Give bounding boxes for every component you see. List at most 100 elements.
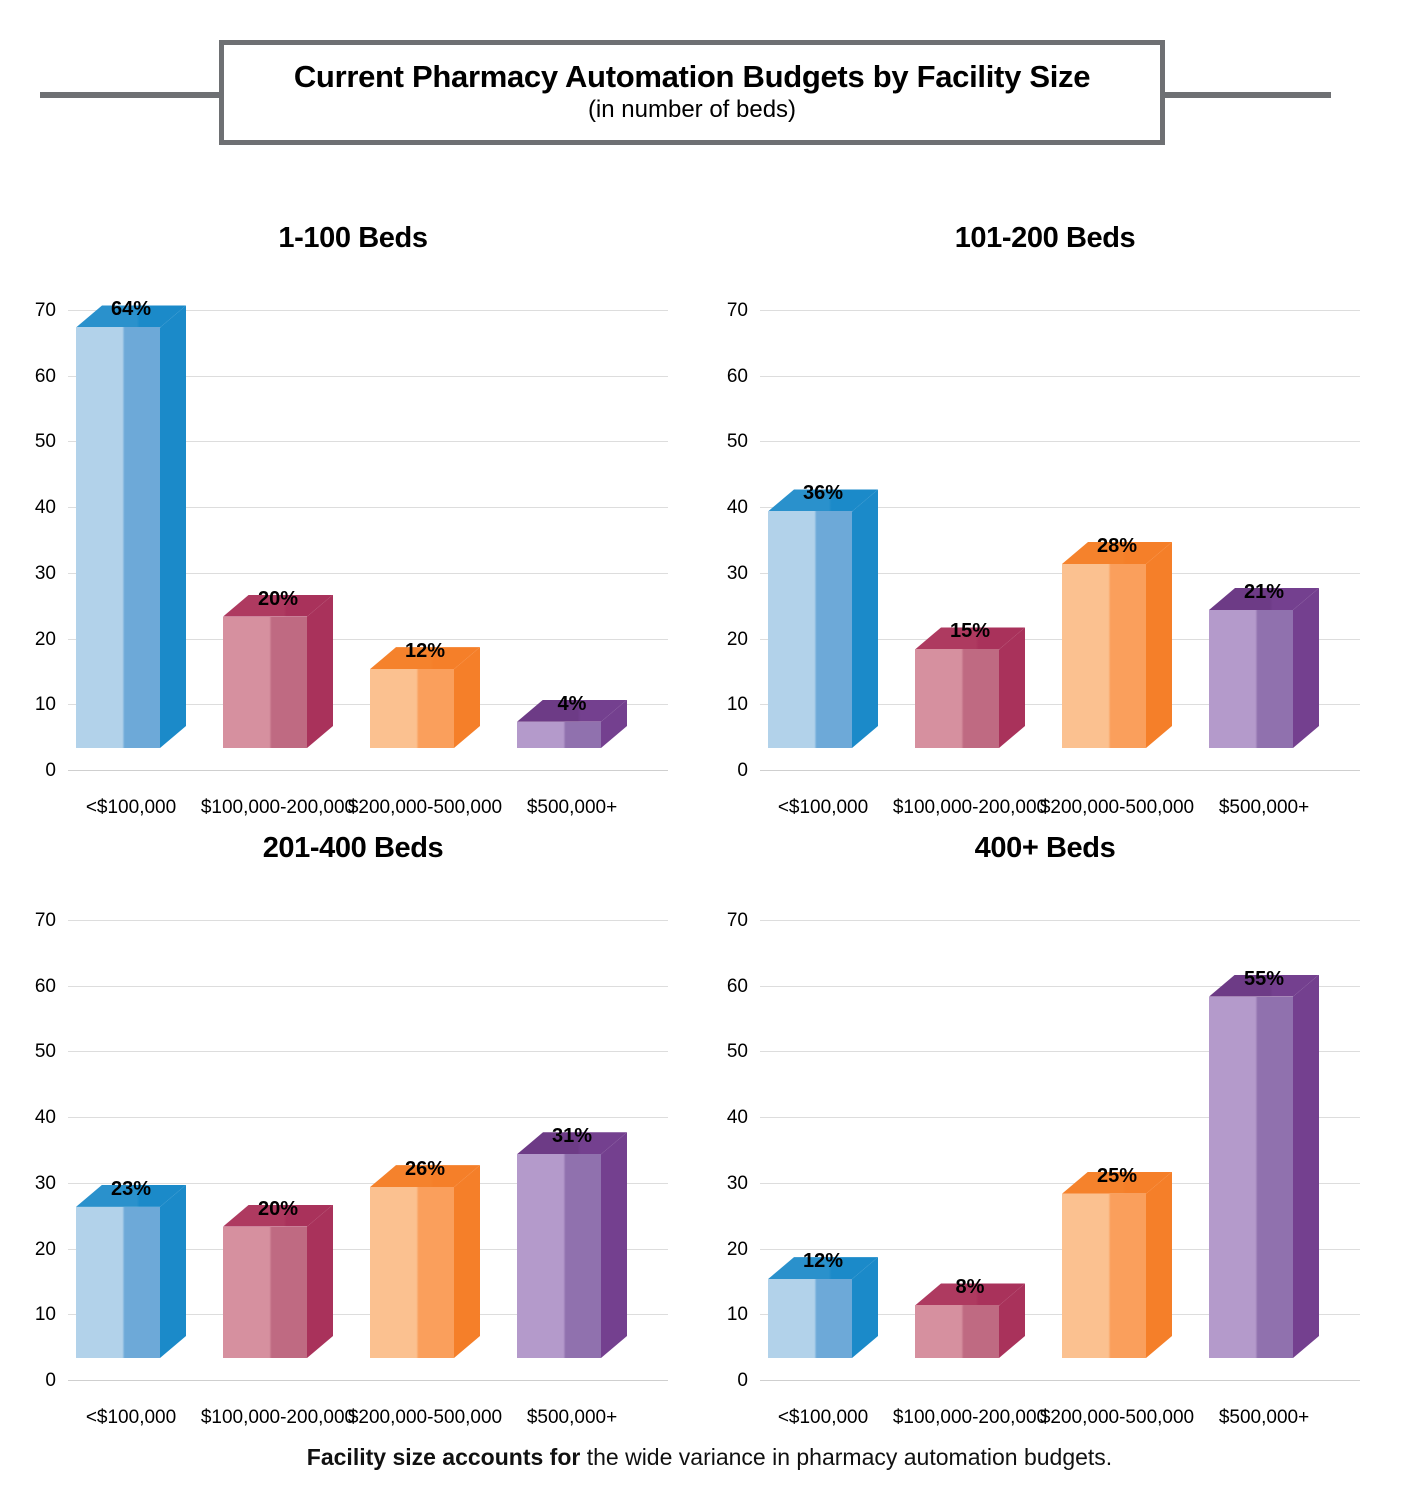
- header-band: Current Pharmacy Automation Budgets by F…: [0, 40, 1419, 145]
- bar-top-face: [370, 1165, 480, 1188]
- gridline: [760, 1314, 1360, 1316]
- chart-panel-0: 1-100 Beds 70 60 50 40 30 20 10 0 64% 20% 12% 4% <$10…: [8, 200, 698, 817]
- bar-3d[interactable]: [1209, 588, 1319, 748]
- bar-front-face: [1209, 996, 1293, 1358]
- y-axis-tick-label: 10: [726, 1304, 748, 1326]
- bar-front-face: [1062, 1193, 1146, 1358]
- bar-3d[interactable]: [76, 305, 186, 748]
- bar-side-face: [454, 1165, 480, 1358]
- bar-column[interactable]: [370, 898, 520, 1358]
- bar-3d[interactable]: [1062, 542, 1172, 748]
- bar-top-face: [517, 1132, 627, 1155]
- header-rule-right: [1163, 92, 1331, 98]
- y-axis-tick-label: 0: [737, 760, 748, 781]
- y-axis-tick-label: 20: [34, 1238, 56, 1260]
- footer-caption-rest: the wide variance in pharmacy automation…: [580, 1444, 1113, 1470]
- bar-top-face: [1062, 542, 1172, 564]
- bar-value-label: 55%: [1243, 967, 1285, 990]
- y-axis-tick-label: 40: [726, 1107, 748, 1129]
- bar-top-face: [223, 594, 333, 617]
- y-axis-tick-label: 60: [726, 975, 748, 997]
- gridline: [68, 1380, 668, 1381]
- bar-column[interactable]: [76, 288, 226, 748]
- x-axis-tick-label: $100,000-200,000: [892, 797, 1048, 818]
- gridline: [760, 770, 1360, 771]
- y-axis-tick-label: 20: [726, 1238, 748, 1260]
- plot-area: 70 60 50 40 30 20 10 0 12% 8% 25% 55% <$100,000 $100,…: [727, 898, 1360, 1427]
- gridline: [68, 375, 668, 377]
- bar-column[interactable]: [76, 898, 226, 1358]
- bar-series: 36% 15% 28% 21%: [760, 288, 1360, 748]
- bar-column[interactable]: [1209, 288, 1359, 748]
- bar-3d[interactable]: [370, 647, 480, 748]
- bar-column[interactable]: [370, 288, 520, 748]
- gridline: [760, 507, 1360, 509]
- footer-caption: Facility size accounts for the wide vari…: [0, 1444, 1419, 1472]
- bar-3d[interactable]: [915, 1283, 1025, 1358]
- y-axis-tick-label: 40: [34, 1107, 56, 1129]
- bar-front-face: [223, 1226, 307, 1358]
- bar-top-face: [76, 1184, 186, 1207]
- x-axis-tick-label: $200,000-500,000: [347, 1407, 503, 1428]
- bar-column[interactable]: [768, 288, 918, 748]
- bar-column[interactable]: [768, 898, 918, 1358]
- x-axis-tick-label: $500,000+: [1218, 1407, 1310, 1428]
- bar-column[interactable]: [915, 898, 1065, 1358]
- bar-3d[interactable]: [223, 1204, 333, 1358]
- x-axis-tick-label: $500,000+: [526, 797, 618, 818]
- bar-front-face: [768, 1279, 852, 1358]
- bar-value-label: 64%: [110, 298, 152, 321]
- gridline: [68, 985, 668, 987]
- bar-top-face: [768, 489, 878, 512]
- bar-3d[interactable]: [768, 1257, 878, 1358]
- bar-3d[interactable]: [1209, 974, 1319, 1358]
- bar-front-face: [223, 616, 307, 748]
- bar-column[interactable]: [915, 288, 1065, 748]
- y-axis-tick-label: 10: [34, 1304, 56, 1326]
- bar-side-face: [307, 1205, 333, 1358]
- bar-front-face: [370, 1187, 454, 1358]
- bar-front-face: [915, 1305, 999, 1358]
- gridline: [68, 920, 668, 921]
- bar-value-label: 20%: [257, 587, 299, 610]
- bar-3d[interactable]: [76, 1184, 186, 1358]
- bar-3d[interactable]: [370, 1165, 480, 1358]
- gridline: [760, 1117, 1360, 1119]
- gridline: [68, 1182, 668, 1184]
- bar-top-face: [1209, 974, 1319, 997]
- bar-3d[interactable]: [223, 594, 333, 748]
- x-axis-tick-label: $500,000+: [1218, 797, 1310, 818]
- chart-panel-title: 201-400 Beds: [262, 832, 444, 864]
- bar-3d[interactable]: [517, 1132, 627, 1358]
- bar-top-face: [768, 1257, 878, 1280]
- y-axis-tick-label: 50: [34, 431, 56, 453]
- x-axis-tick-label: <$100,000: [85, 1407, 177, 1428]
- x-axis-tick-label: $100,000-200,000: [200, 1407, 356, 1428]
- bar-column[interactable]: [1209, 898, 1359, 1358]
- bar-column[interactable]: [1062, 288, 1212, 748]
- bar-column[interactable]: [517, 288, 667, 748]
- gridline: [760, 1248, 1360, 1250]
- bar-3d[interactable]: [768, 489, 878, 748]
- y-axis-tick-label: 60: [34, 975, 56, 997]
- gridline: [68, 441, 668, 443]
- bar-column[interactable]: [517, 898, 667, 1358]
- plot-area: 70 60 50 40 30 20 10 0 36% 15% 28% 21% <$100,000 $100…: [727, 288, 1360, 817]
- y-axis-tick-label: 50: [34, 1041, 56, 1063]
- bar-value-label: 15%: [949, 620, 991, 643]
- gridline: [760, 704, 1360, 706]
- y-axis-tick-label: 10: [34, 694, 56, 716]
- bar-series: 64% 20% 12% 4%: [68, 288, 668, 748]
- gridline: [68, 1314, 668, 1316]
- bar-3d[interactable]: [1062, 1171, 1172, 1358]
- chart-panel-3: 400+ Beds 70 60 50 40 30 20 10 0 12% 8% 25% 55% <$100…: [700, 810, 1390, 1427]
- bar-side-face: [1146, 1172, 1172, 1358]
- bar-3d[interactable]: [517, 699, 627, 748]
- bar-column[interactable]: [223, 288, 373, 748]
- bar-column[interactable]: [223, 898, 373, 1358]
- gridline: [760, 638, 1360, 640]
- plot-area: 70 60 50 40 30 20 10 0 23% 20% 26% 31% <$100,000 $100…: [35, 898, 668, 1427]
- bar-column[interactable]: [1062, 898, 1212, 1358]
- bar-side-face: [999, 627, 1025, 748]
- bar-3d[interactable]: [915, 627, 1025, 748]
